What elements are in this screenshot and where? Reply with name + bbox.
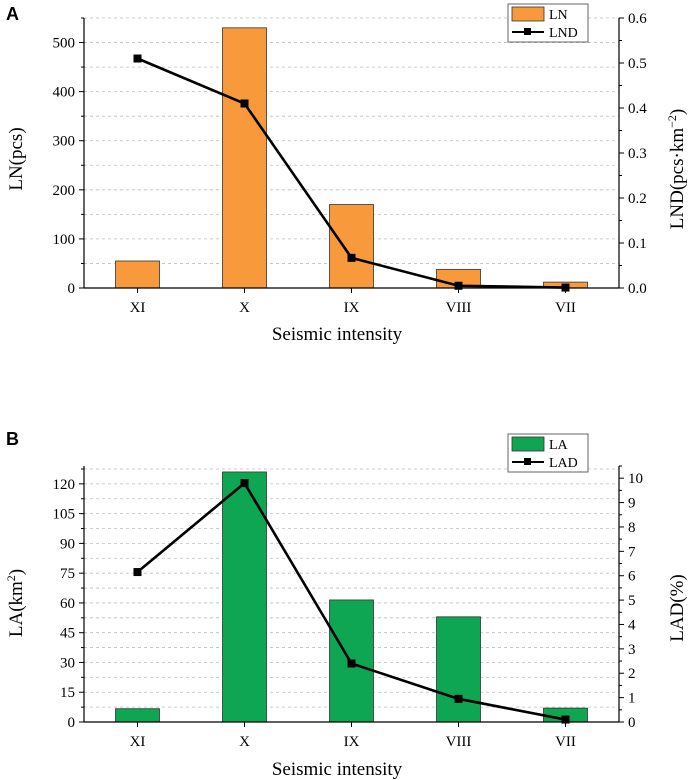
a-x-tick-label: IX xyxy=(344,300,360,316)
b-x-tick-label: X xyxy=(239,734,250,750)
panel-a-x-ticks: XI X IX VIII VII xyxy=(130,288,576,316)
a-line-marker-x xyxy=(240,99,249,108)
b-y-left-tick-label: 60 xyxy=(60,596,75,612)
panel-a-legend-bar-swatch xyxy=(511,6,545,22)
panel-a-line xyxy=(133,54,570,292)
panel-b-letter: B xyxy=(6,429,19,449)
a-y-left-tick-label: 500 xyxy=(53,36,76,52)
b-bar-viii xyxy=(436,616,481,723)
b-y-right-tick-label: 0 xyxy=(628,715,636,731)
a-line-marker-xi xyxy=(133,54,142,63)
a-y-right-tick-label: 0.5 xyxy=(628,56,647,72)
b-x-tick-label: VIII xyxy=(446,734,472,750)
b-y-right-tick-label: 8 xyxy=(628,520,636,536)
panel-b-y-left-title: LA(km2) xyxy=(4,569,27,637)
a-y-left-tick-label: 0 xyxy=(68,281,76,297)
a-bar-x xyxy=(222,27,267,289)
a-y-right-tick-label: 0.2 xyxy=(628,191,647,207)
b-x-tick-label: IX xyxy=(344,734,360,750)
b-y-right-tick-label: 9 xyxy=(628,496,636,512)
panel-b-legend-bar-label: LA xyxy=(549,438,569,453)
a-y-left-tick-label: 200 xyxy=(53,183,76,199)
a-y-right-tick-label: 0.1 xyxy=(628,236,647,252)
panel-b-y-left-title-main: LA(km xyxy=(6,581,27,637)
a-y-right-tick-label: 0.6 xyxy=(628,11,647,27)
b-y-right-tick-label: 3 xyxy=(628,642,636,658)
panel-b-line xyxy=(133,479,570,724)
panel-b-x-axis-title: Seismic intensity xyxy=(272,759,403,780)
b-y-left-tick-label: 105 xyxy=(53,507,76,523)
panel-a-y-left-title: LN(pcs) xyxy=(6,127,27,190)
panel-a-y-right-title-main: LND(pcs·km xyxy=(667,128,688,230)
b-y-left-tick-label: 120 xyxy=(53,477,76,493)
panel-a-legend-marker xyxy=(524,28,531,35)
panel-b-y-right-title: LAD(%) xyxy=(667,574,688,642)
panel-b-y-left-title-sup: 2 xyxy=(4,575,18,581)
b-line-marker-x xyxy=(240,479,249,488)
a-x-tick-label: XI xyxy=(130,300,146,316)
panel-a-legend: LN LND xyxy=(507,3,589,43)
b-x-tick-label: XI xyxy=(130,734,146,750)
b-y-right-tick-label: 10 xyxy=(628,471,643,487)
panel-b-legend-marker xyxy=(524,458,531,465)
b-y-left-tick-label: 15 xyxy=(60,685,75,701)
a-line-marker-ix xyxy=(347,253,356,262)
b-y-left-tick-label: 75 xyxy=(60,566,75,582)
b-y-right-tick-label: 5 xyxy=(628,593,636,609)
b-line-marker-xi xyxy=(133,568,142,577)
panel-a-y-right-title-end: ) xyxy=(667,109,688,115)
b-y-left-tick-label: 45 xyxy=(60,626,75,642)
b-y-left-tick-label: 90 xyxy=(60,536,75,552)
b-y-right-tick-label: 6 xyxy=(628,569,636,585)
b-y-right-tick-label: 2 xyxy=(628,666,636,682)
panel-a-y-left-ticks: 0 100 200 300 400 500 xyxy=(53,17,84,297)
b-y-left-tick-label: 0 xyxy=(68,715,76,731)
a-line-marker-viii xyxy=(454,281,463,290)
panel-a-legend-bar-label: LN xyxy=(549,8,568,23)
a-x-tick-label: VIII xyxy=(446,300,472,316)
panel-a-y-right-title: LND(pcs·km−2) xyxy=(665,109,688,229)
b-y-right-tick-label: 7 xyxy=(628,544,636,560)
panel-b-y-right-ticks: 0 1 2 3 4 5 6 7 8 9 10 xyxy=(619,465,643,731)
b-line-marker-vii xyxy=(561,715,570,724)
panel-a-y-right-title-sup: −2 xyxy=(665,115,679,128)
panel-b-legend: LA LAD xyxy=(507,433,589,473)
panel-b-x-ticks: XI X IX VIII VII xyxy=(130,722,576,750)
panel-a-bars xyxy=(115,27,588,289)
panel-b-bars xyxy=(115,471,588,723)
panel-a-x-axis-title: Seismic intensity xyxy=(272,324,403,345)
a-y-left-tick-label: 400 xyxy=(53,85,76,101)
a-x-tick-label: VII xyxy=(555,300,576,316)
panel-a-y-right-ticks: 0.0 0.1 0.2 0.3 0.4 0.5 0.6 xyxy=(619,11,647,297)
b-bar-xi xyxy=(115,708,160,723)
panel-b-y-left-ticks: 0 15 30 45 60 75 90 105 120 xyxy=(53,468,84,731)
panel-b-y-left-title-end: ) xyxy=(6,569,27,575)
a-y-left-tick-label: 300 xyxy=(53,134,76,150)
b-y-right-tick-label: 4 xyxy=(628,617,636,633)
panel-a-letter: A xyxy=(6,4,19,24)
b-y-left-tick-label: 30 xyxy=(60,655,75,671)
panel-a-legend-line-label: LND xyxy=(549,26,578,41)
b-y-right-tick-label: 1 xyxy=(628,691,636,707)
a-y-right-tick-label: 0.4 xyxy=(628,101,647,117)
panel-b-legend-line-label: LAD xyxy=(549,456,578,471)
b-bar-x xyxy=(222,471,267,723)
a-bar-ix xyxy=(329,204,374,289)
b-line-marker-ix xyxy=(347,659,356,668)
a-bar-xi xyxy=(115,260,160,289)
a-x-tick-label: X xyxy=(239,300,250,316)
a-y-right-tick-label: 0.0 xyxy=(628,281,647,297)
panel-b-legend-bar-swatch xyxy=(511,436,545,452)
b-line-marker-viii xyxy=(454,694,463,703)
a-y-left-tick-label: 100 xyxy=(53,232,76,248)
a-y-right-tick-label: 0.3 xyxy=(628,146,647,162)
b-x-tick-label: VII xyxy=(555,734,576,750)
